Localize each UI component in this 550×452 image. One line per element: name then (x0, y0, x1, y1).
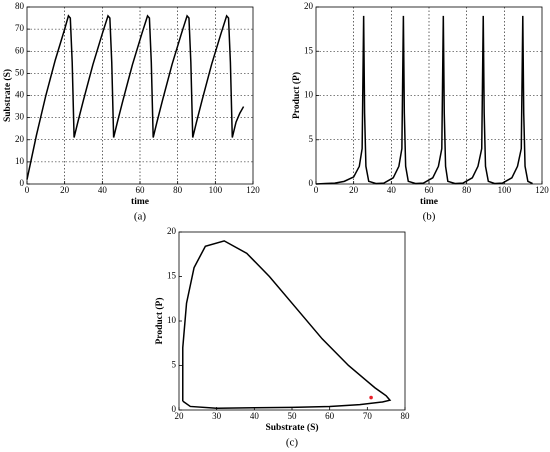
y-tick-label: 20 (167, 226, 177, 236)
y-tick-label: 80 (15, 1, 25, 11)
data-line (182, 240, 392, 409)
x-axis-label: time (420, 197, 438, 207)
y-tick-label: 40 (15, 90, 25, 100)
y-tick-label: 30 (15, 112, 25, 122)
y-axis-label: Product (P) (291, 72, 302, 119)
y-tick-label: 15 (304, 45, 314, 55)
x-tick-label: 60 (325, 411, 335, 421)
y-tick-label: 10 (167, 315, 177, 325)
data-line (315, 15, 533, 185)
y-tick-label: 20 (304, 1, 314, 11)
x-tick-label: 20 (349, 185, 359, 195)
panel-caption: (c) (286, 437, 299, 449)
x-tick-label: 30 (212, 411, 222, 421)
y-tick-label: 0 (309, 178, 314, 188)
axes-frame (178, 231, 406, 411)
panel-caption: (a) (134, 211, 147, 223)
y-tick-label: 70 (15, 23, 25, 33)
x-axis-label: Substrate (S) (265, 422, 318, 433)
x-tick-label: 0 (25, 185, 30, 195)
x-tick-label: 80 (462, 185, 472, 195)
x-tick-label: 80 (173, 185, 183, 195)
axes-frame (26, 6, 254, 185)
y-axis-label: Product (P) (154, 297, 165, 344)
x-axis-label: time (131, 197, 149, 207)
y-tick-label: 5 (309, 134, 314, 144)
x-tick-label: 120 (535, 185, 549, 195)
marker-point (369, 395, 373, 400)
y-tick-label: 60 (15, 45, 25, 55)
y-tick-label: 10 (15, 156, 25, 166)
panel-caption: (b) (423, 211, 436, 223)
x-tick-label: 100 (498, 185, 512, 195)
data-line (26, 14, 245, 180)
y-tick-label: 50 (15, 67, 25, 77)
x-tick-label: 40 (387, 185, 397, 195)
x-tick-label: 40 (250, 411, 260, 421)
y-tick-label: 20 (15, 134, 25, 144)
y-tick-label: 0 (172, 404, 177, 414)
x-tick-label: 120 (246, 185, 260, 195)
y-tick-label: 0 (20, 178, 25, 188)
x-tick-label: 40 (98, 185, 108, 195)
x-tick-label: 20 (175, 411, 185, 421)
x-tick-label: 80 (401, 411, 411, 421)
x-tick-label: 60 (425, 185, 435, 195)
y-tick-label: 5 (172, 360, 177, 370)
x-tick-label: 60 (136, 185, 146, 195)
x-tick-label: 100 (209, 185, 223, 195)
y-axis-label: Substrate (S) (2, 69, 13, 122)
x-tick-label: 0 (314, 185, 319, 195)
x-tick-label: 70 (363, 411, 373, 421)
axes-frame (315, 6, 543, 185)
y-tick-label: 15 (167, 271, 177, 281)
y-tick-label: 10 (304, 90, 314, 100)
x-tick-label: 50 (288, 411, 298, 421)
x-tick-label: 20 (60, 185, 70, 195)
